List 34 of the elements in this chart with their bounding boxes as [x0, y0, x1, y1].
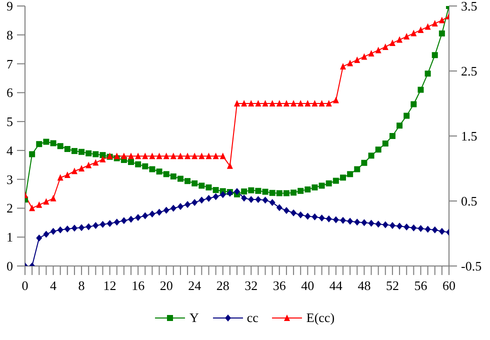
- x-tick-label: 8: [78, 278, 85, 293]
- x-tick-label: 44: [329, 278, 343, 293]
- y2-tick-label: -0.5: [461, 258, 482, 274]
- x-tick-label: 20: [160, 278, 173, 293]
- x-tick-label: 36: [272, 278, 286, 293]
- y2-tick-label: 3.5: [461, 0, 478, 14]
- y-tick-label: 2: [6, 200, 13, 216]
- x-tick-label: 40: [301, 278, 314, 293]
- x-tick-label: 32: [244, 278, 258, 293]
- x-tick-label: 24: [188, 278, 202, 293]
- y-tick-label: 8: [6, 27, 13, 42]
- x-tick-label: 4: [50, 278, 58, 293]
- y-tick-label: 7: [6, 56, 14, 72]
- legend-label: Y: [189, 310, 199, 326]
- x-tick-label: 52: [386, 278, 399, 293]
- x-tick-label: 0: [22, 278, 28, 293]
- x-tick-label: 16: [132, 278, 146, 293]
- x-tick-label: 48: [358, 278, 371, 293]
- y-tick-label: 9: [6, 0, 13, 14]
- legend-label: E(cc): [306, 310, 335, 326]
- legend-label: cc: [246, 310, 258, 326]
- y-tick-label: 0: [6, 258, 13, 274]
- y-tick-label: 1: [6, 230, 13, 245]
- x-tick-label: 28: [216, 278, 230, 293]
- y-tick-label: 4: [6, 142, 14, 158]
- x-tick-label: 56: [414, 278, 428, 293]
- y2-tick-label: 1.5: [461, 128, 478, 144]
- y-tick-label: 3: [6, 172, 13, 187]
- y-tick-label: 5: [6, 114, 13, 130]
- y2-tick-label: 2.5: [461, 64, 478, 78]
- y2-tick-label: 0.5: [461, 194, 478, 208]
- x-tick-label: 60: [442, 278, 456, 293]
- y-tick-label: 6: [6, 85, 14, 100]
- x-tick-label: 12: [103, 278, 116, 293]
